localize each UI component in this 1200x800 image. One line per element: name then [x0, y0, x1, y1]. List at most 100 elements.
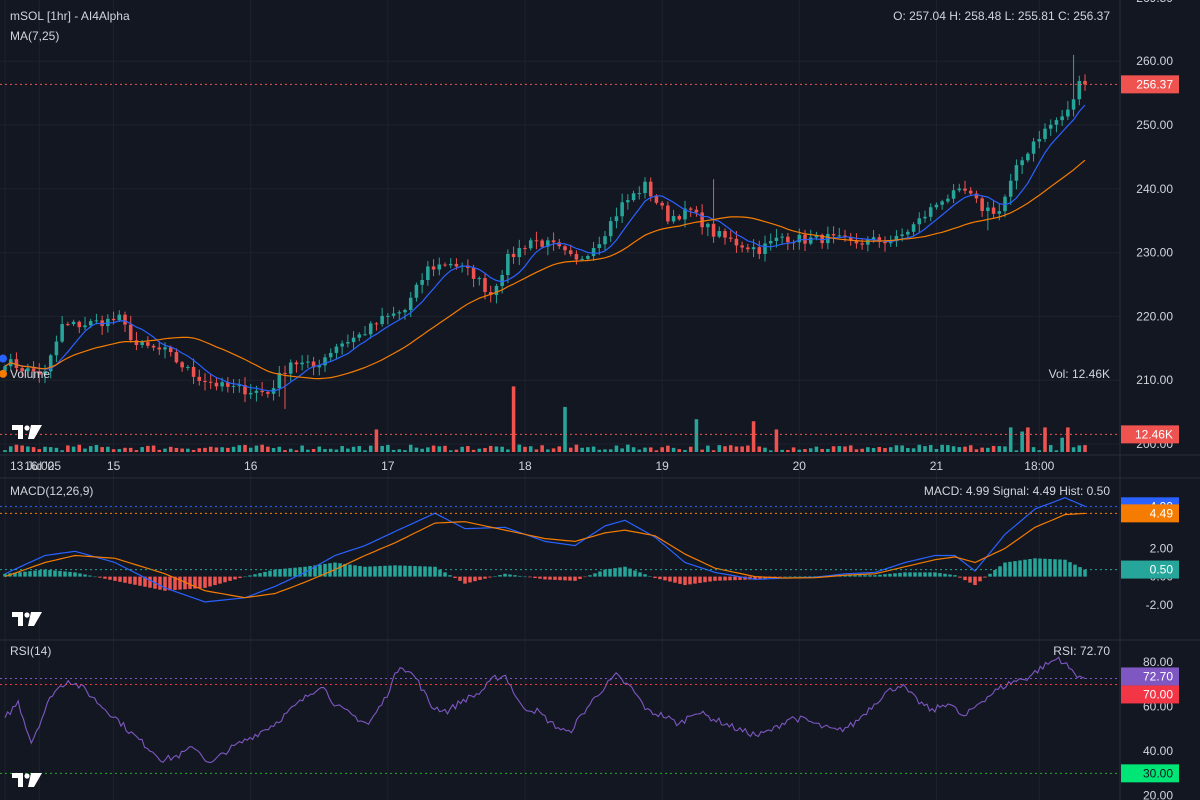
candle-body [511, 253, 516, 258]
macd-histogram-bar [1078, 567, 1082, 577]
macd-histogram-bar [163, 576, 167, 591]
macd-histogram-bar [1043, 558, 1047, 577]
macd-histogram-bar [678, 576, 682, 584]
candle-body [140, 342, 144, 346]
candle-body [591, 248, 596, 257]
macd-pane[interactable] [0, 497, 1120, 603]
volume-bar [814, 446, 819, 452]
macd-histogram-bar [173, 576, 177, 590]
candle-body [894, 235, 899, 242]
logo-part [24, 425, 30, 431]
macd-histogram-bar [248, 575, 252, 577]
volume-bar [826, 448, 830, 452]
volume-bar [197, 448, 202, 452]
macd-histogram-bar [238, 576, 242, 579]
candle-body [557, 242, 562, 247]
volume-bar [180, 448, 184, 452]
candle-body [883, 241, 887, 244]
candle-body [71, 321, 76, 325]
candle-body [934, 204, 939, 208]
volume-bar [368, 445, 373, 452]
macd-histogram-bar [628, 568, 632, 577]
time-axis-label: 16:00 [24, 459, 54, 473]
volume-bar [1008, 427, 1013, 452]
volume-bar [506, 449, 510, 452]
volume-bar [620, 448, 624, 452]
volume-bar [437, 446, 442, 452]
macd-histogram-bar [783, 576, 787, 578]
macd-histogram-bar [143, 576, 147, 587]
macd-label: MACD(12,26,9) [10, 484, 94, 498]
volume-bar [71, 446, 76, 452]
volume-bar [20, 445, 24, 452]
candle-body [66, 324, 70, 326]
volume-bar [603, 449, 607, 452]
candle-body [694, 209, 699, 213]
price-tick-label: 240.00 [1136, 182, 1173, 196]
candle-body [980, 198, 984, 212]
volume-bar [351, 446, 356, 452]
candle-body [506, 253, 510, 276]
candle-body [431, 266, 436, 270]
volume-bar [100, 447, 104, 452]
macd-histogram-bar [18, 572, 22, 577]
macd-histogram-bar [918, 572, 922, 577]
candle-body [963, 188, 967, 191]
candle-body [328, 352, 333, 358]
logo-part [24, 612, 30, 618]
volume-bar [1003, 446, 1007, 452]
volume-bar [843, 446, 847, 452]
candle-body [191, 366, 196, 377]
candle-body [574, 254, 579, 260]
macd-histogram-bar [843, 575, 847, 577]
volume-bar [374, 429, 379, 452]
candle-body [734, 238, 739, 246]
candle-body [660, 202, 664, 206]
macd-histogram-bar [313, 565, 317, 577]
volume-bar [328, 448, 333, 452]
price-tick-label: 230.00 [1136, 246, 1173, 260]
volume-bar [83, 448, 87, 452]
volume-bar [203, 447, 207, 452]
volume-bar [306, 449, 310, 452]
volume-bar [751, 421, 756, 452]
volume-bar [586, 447, 590, 452]
macd-histogram-bar [118, 576, 122, 582]
volume-bar [906, 448, 910, 452]
time-axis-label: 19 [655, 459, 669, 473]
macd-histogram-bar [1053, 559, 1057, 577]
macd-histogram-bar [33, 570, 37, 577]
candle-body [700, 212, 704, 228]
candle-body [1020, 160, 1024, 166]
candle-body [317, 365, 322, 368]
logo-part [28, 773, 42, 787]
price-pane[interactable] [0, 54, 1120, 409]
macd-histogram-bar [788, 576, 792, 578]
volume-pane[interactable] [0, 386, 1120, 452]
rsi-pane[interactable] [0, 656, 1120, 774]
macd-histogram-bar [658, 576, 662, 580]
volume-bar [471, 449, 476, 452]
candle-body [277, 372, 282, 389]
candle-body [288, 362, 293, 374]
candle-body [414, 284, 419, 298]
macd-signal-line [4, 512, 1086, 599]
macd-histogram-bar [733, 576, 737, 581]
volume-bar [174, 447, 179, 452]
macd-histogram-bar [58, 570, 62, 577]
candle-body [237, 385, 242, 387]
tradingview-logo-icon [12, 425, 42, 439]
hist-value-badge-bg [1121, 560, 1179, 579]
hist-value-badge: 0.50 [1150, 563, 1174, 577]
macd-histogram-bar [953, 575, 957, 577]
volume-bar [523, 446, 527, 452]
macd-histogram-bar [808, 576, 812, 577]
macd-histogram-bar [343, 563, 347, 577]
time-axis-label: 17 [381, 459, 395, 473]
macd-histogram-bar [68, 571, 72, 577]
candle-body [666, 205, 670, 222]
volume-bar [1083, 445, 1087, 452]
macd-histogram-bar [198, 576, 202, 589]
macd-histogram-bar [793, 576, 797, 577]
